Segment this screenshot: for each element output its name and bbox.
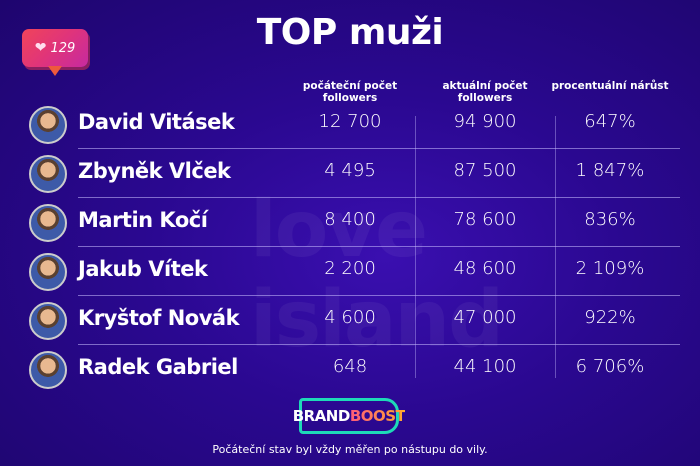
current-followers: 44 100	[453, 356, 517, 377]
growth-percent: 836%	[584, 209, 636, 230]
like-badge: ❤ 129	[22, 29, 88, 76]
avatar	[29, 155, 67, 193]
start-followers: 12 700	[318, 111, 382, 132]
column-header-current: aktuální počet followers	[442, 80, 528, 104]
current-followers: 87 500	[453, 160, 517, 181]
start-followers: 4 495	[324, 160, 376, 181]
table-row: Kryštof Novák 4 600 47 000 922%	[0, 296, 700, 345]
avatar	[29, 106, 67, 144]
row-divider	[78, 246, 680, 247]
avatar	[29, 351, 67, 389]
current-followers: 48 600	[453, 258, 517, 279]
growth-percent: 1 847%	[575, 160, 645, 181]
start-followers: 8 400	[324, 209, 376, 230]
row-divider	[78, 295, 680, 296]
avatar	[29, 204, 67, 242]
growth-percent: 922%	[584, 307, 636, 328]
person-name: David Vitásek	[78, 110, 235, 134]
column-header-start: počáteční počet followers	[302, 80, 398, 104]
avatar	[29, 253, 67, 291]
current-followers: 47 000	[453, 307, 517, 328]
start-followers: 2 200	[324, 258, 376, 279]
table-row: Radek Gabriel 648 44 100 6 706%	[0, 345, 700, 394]
heart-icon: ❤	[34, 40, 47, 56]
watermark: love island	[250, 185, 504, 365]
current-followers: 78 600	[453, 209, 517, 230]
logo-text-boost: BOOST	[349, 407, 406, 425]
column-header-growth: procentuální nárůst	[551, 80, 669, 92]
person-name: Jakub Vítek	[78, 257, 208, 281]
growth-percent: 2 109%	[575, 258, 645, 279]
growth-percent: 6 706%	[575, 356, 645, 377]
row-divider	[78, 197, 680, 198]
column-divider	[415, 116, 416, 378]
row-divider	[78, 148, 680, 149]
table-row: David Vitásek 12 700 94 900 647%	[0, 100, 700, 149]
current-followers: 94 900	[453, 111, 517, 132]
growth-percent: 647%	[584, 111, 636, 132]
start-followers: 4 600	[324, 307, 376, 328]
footnote: Počáteční stav byl vždy měřen po nástupu…	[212, 443, 488, 456]
column-divider	[555, 116, 556, 378]
person-name: Radek Gabriel	[78, 355, 238, 379]
brandboost-logo: BRAND BOOST	[293, 398, 406, 434]
table-row: Jakub Vítek 2 200 48 600 2 109%	[0, 247, 700, 296]
table-row: Zbyněk Vlček 4 495 87 500 1 847%	[0, 149, 700, 198]
page-title: TOP muži	[256, 12, 444, 53]
start-followers: 648	[332, 356, 368, 377]
avatar	[29, 302, 67, 340]
logo-text-brand: BRAND	[292, 407, 351, 425]
person-name: Zbyněk Vlček	[78, 159, 231, 183]
table-row: Martin Kočí 8 400 78 600 836%	[0, 198, 700, 247]
person-name: Martin Kočí	[78, 208, 208, 232]
like-count: 129	[50, 40, 76, 56]
row-divider	[78, 344, 680, 345]
person-name: Kryštof Novák	[78, 306, 240, 330]
